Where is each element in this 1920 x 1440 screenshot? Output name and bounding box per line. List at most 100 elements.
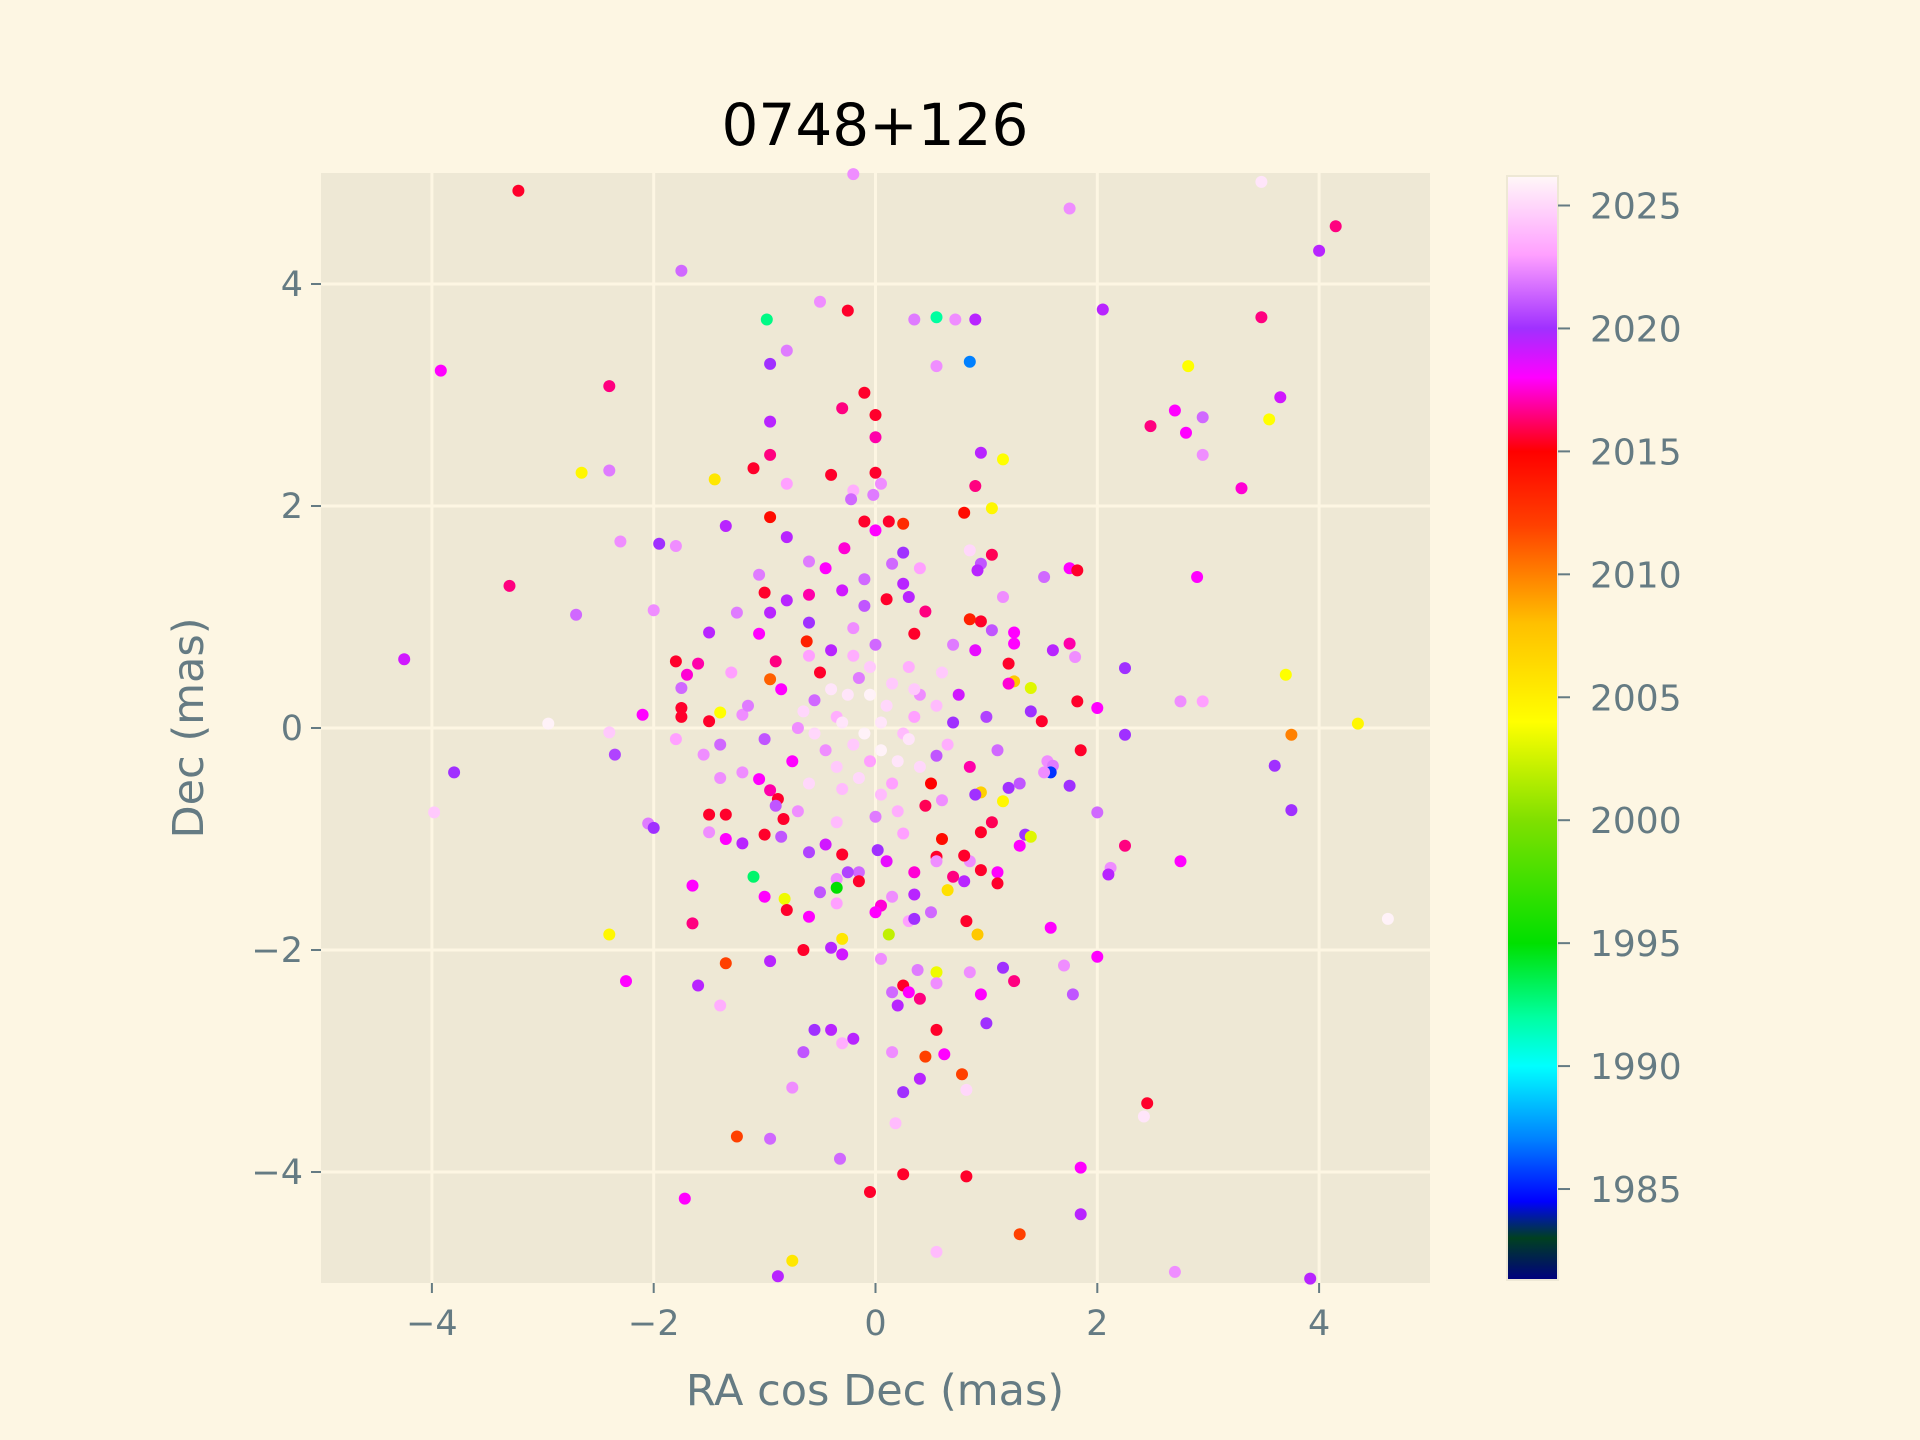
data-point [797, 944, 810, 956]
data-point [841, 304, 854, 317]
data-point [902, 661, 915, 673]
data-point [958, 506, 971, 519]
data-point [570, 608, 583, 621]
data-point [1063, 779, 1076, 792]
data-point [847, 622, 860, 635]
data-point [512, 184, 525, 197]
data-point [1351, 717, 1364, 730]
data-point [897, 517, 910, 530]
data-point [719, 833, 732, 845]
data-point [830, 816, 843, 829]
data-point [1035, 715, 1048, 728]
data-point [941, 738, 954, 751]
data-point [1024, 830, 1037, 843]
data-point [869, 810, 882, 823]
data-point [830, 897, 843, 910]
colorbar-tick-label: 2005 [1590, 678, 1682, 719]
data-point [714, 706, 727, 719]
data-point [958, 849, 971, 862]
data-point [969, 644, 982, 657]
data-point [603, 464, 616, 477]
data-point [1063, 637, 1076, 650]
data-point [1074, 1161, 1087, 1174]
data-point [847, 649, 860, 662]
data-point [886, 557, 899, 570]
data-point [852, 672, 865, 684]
data-point [764, 955, 777, 968]
data-point [963, 966, 976, 979]
data-point [971, 928, 984, 941]
data-point [714, 772, 727, 784]
data-point [1168, 1265, 1181, 1278]
data-point [930, 1245, 943, 1258]
data-point [786, 755, 799, 768]
data-point [1191, 571, 1204, 583]
data-point [858, 599, 871, 612]
colorbar-tick-label: 2010 [1590, 555, 1682, 596]
data-point [1196, 411, 1209, 424]
data-point [858, 573, 871, 586]
data-point [542, 717, 555, 730]
data-point [886, 890, 899, 903]
data-point [1038, 571, 1051, 583]
data-point [936, 794, 948, 807]
data-point [1285, 804, 1298, 817]
colorbar: 1985 1990 1995 2000 2005 2010 2015 2020 2025 [1506, 175, 1682, 1281]
data-point [997, 453, 1009, 466]
data-point [925, 777, 937, 790]
data-point [949, 313, 962, 326]
data-point [974, 446, 987, 459]
data-point [1008, 637, 1021, 650]
data-point [930, 699, 943, 712]
data-point [969, 313, 982, 326]
data-point [764, 1132, 777, 1145]
data-point [803, 649, 815, 662]
data-point [919, 1050, 932, 1063]
data-point [938, 1048, 951, 1061]
data-point [864, 1186, 876, 1198]
data-point [675, 710, 688, 723]
data-point [869, 409, 882, 421]
data-point [653, 537, 666, 550]
data-point [880, 855, 893, 868]
data-point [963, 760, 976, 773]
data-point [847, 738, 860, 751]
data-point [882, 928, 895, 941]
data-point [758, 586, 771, 599]
data-point [803, 846, 815, 859]
data-point [847, 168, 860, 181]
data-point [825, 468, 838, 481]
x-axis-label: RA cos Dec (mas) [686, 1366, 1064, 1416]
data-point [825, 941, 838, 954]
data-point [769, 799, 782, 812]
data-point [825, 1023, 838, 1036]
data-point [819, 744, 832, 757]
x-tick-label: 0 [864, 1304, 886, 1344]
data-point [1196, 695, 1209, 708]
data-point [930, 977, 943, 990]
y-tick-label: 2 [281, 487, 303, 527]
data-point [963, 544, 976, 557]
data-point [1002, 677, 1015, 690]
data-point [836, 948, 849, 961]
data-point [747, 462, 760, 475]
data-point [1285, 728, 1298, 741]
data-point [675, 264, 688, 277]
data-point [980, 1017, 993, 1030]
data-point [777, 813, 790, 825]
data-point [969, 480, 982, 492]
data-point [780, 531, 793, 544]
data-point [747, 870, 760, 883]
data-point [880, 593, 893, 606]
data-point [675, 682, 688, 694]
data-point [780, 477, 793, 490]
data-point [730, 606, 743, 619]
data-point [836, 1037, 849, 1050]
data-point [1168, 404, 1181, 417]
data-point [919, 605, 932, 618]
data-point [736, 766, 749, 779]
data-points [398, 168, 1394, 1285]
data-point [1071, 564, 1084, 577]
data-point [819, 838, 832, 851]
data-point [1137, 1110, 1150, 1123]
